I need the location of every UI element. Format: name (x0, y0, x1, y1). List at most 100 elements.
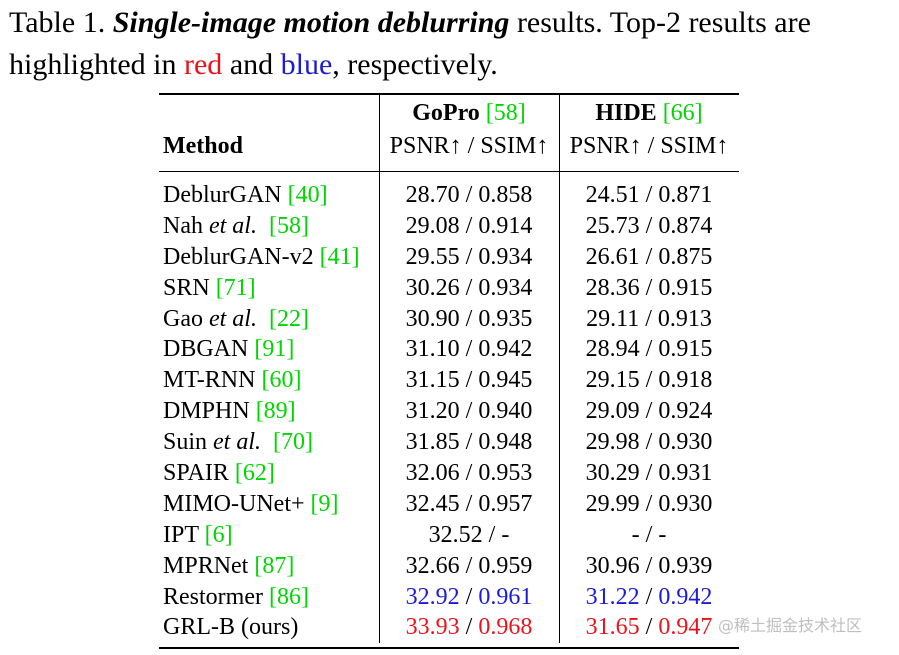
table-header: Method GoPro [58] PSNR↑ / SSIM↑ HIDE [66… (159, 95, 739, 171)
gopro-cell: 31.15 / 0.945 (405, 367, 533, 394)
hide-cell: 25.73 / 0.874 (585, 212, 713, 239)
hide-ssim: 0.942 (658, 583, 713, 610)
citation-ref: [70] (273, 429, 313, 456)
table-row: MIMO-UNet+ [9] 32.45 / 0.957 29.99 / 0.930 (159, 489, 739, 520)
method-cell: MPRNet [87] (163, 553, 294, 580)
gopro-ssim: 0.968 (478, 614, 533, 641)
table-row: Gao et al. [22] 30.90 / 0.935 29.11 / 0.91… (159, 304, 739, 335)
method-cell: Restormer [86] (163, 584, 309, 611)
caption-and: and (222, 48, 281, 81)
method-name: Restormer (163, 583, 269, 610)
hide-cell: 24.51 / 0.871 (585, 182, 713, 208)
table-row: DMPHN [89] 31.20 / 0.940 29.09 / 0.924 (159, 396, 739, 427)
citation-ref: [62] (234, 460, 275, 487)
table-row: SRN [71] 30.26 / 0.934 28.36 / 0.915 (159, 273, 739, 304)
method-name: DBGAN (163, 336, 255, 363)
gopro-cell: 32.92 / 0.961 (379, 584, 559, 611)
hide-ssim: 0.947 (658, 614, 713, 641)
hide-cell: 29.11 / 0.913 (586, 305, 712, 332)
hide-cell: 31.22 / 0.942 (559, 584, 739, 611)
hide-cell: 29.98 / 0.930 (585, 429, 713, 456)
gopro-cell: 32.45 / 0.957 (405, 490, 533, 517)
citation-ref: [91] (254, 336, 295, 363)
gopro-metric: PSNR↑ / SSIM↑ (389, 133, 549, 159)
method-cell: MT-RNN [60] (163, 367, 301, 394)
column-divider (559, 172, 560, 644)
column-divider (559, 95, 560, 171)
caption-red-word: red (184, 48, 223, 81)
method-cell: DMPHN [89] (163, 398, 296, 425)
gopro-ref: [58] (485, 100, 526, 126)
method-name: Nah (163, 212, 209, 239)
method-cell: GRL-B (ours) (163, 614, 299, 641)
gopro-cell: 29.08 / 0.914 (405, 212, 533, 239)
hide-cell: 29.09 / 0.924 (585, 398, 713, 425)
method-name: MPRNet (163, 552, 255, 579)
method-cell: Suin et al. [70] (163, 429, 313, 456)
gopro-name: GoPro (412, 100, 480, 126)
method-cell: SRN [71] (163, 275, 256, 302)
hide-metric: PSNR↑ / SSIM↑ (569, 133, 729, 159)
method-name: DMPHN (163, 398, 256, 425)
gopro-cell: 29.55 / 0.934 (405, 243, 533, 270)
citation-ref: [89] (255, 398, 296, 425)
gopro-cell: 32.52 / - (428, 521, 510, 548)
citation-ref: [60] (261, 367, 302, 394)
table-row: DBGAN [91] 31.10 / 0.942 28.94 / 0.915 (159, 334, 739, 365)
citation-ref: [6] (204, 521, 233, 548)
method-header: Method (163, 133, 243, 159)
method-name: MT-RNN (163, 367, 262, 394)
gopro-ssim: 0.961 (478, 583, 533, 610)
hide-header: HIDE [66] (559, 100, 739, 127)
method-cell: DBGAN [91] (163, 336, 294, 363)
caption-suffix: , respectively. (332, 48, 498, 81)
hide-cell: 29.15 / 0.918 (585, 367, 713, 394)
hide-name: HIDE (595, 100, 657, 126)
gopro-cell: 31.20 / 0.940 (405, 398, 533, 425)
method-cell: IPT [6] (163, 522, 233, 549)
method-etal: et al. (208, 305, 257, 332)
column-divider (379, 95, 380, 171)
citation-ref: [9] (310, 490, 339, 517)
method-name: Suin (163, 429, 214, 456)
caption-text: results. Top-2 results are highlighted i… (9, 6, 811, 81)
table-body: DeblurGAN [40] 28.70 / 0.858 24.51 / 0.871… (159, 172, 739, 644)
mid-rule (159, 171, 739, 172)
method-name: DeblurGAN (163, 182, 288, 208)
top-rule (159, 93, 739, 95)
hide-cell: 31.65 / 0.947 (559, 614, 739, 641)
citation-ref: [22] (268, 305, 309, 332)
gopro-cell: 32.66 / 0.959 (405, 552, 533, 579)
caption-blue-word: blue (280, 48, 333, 81)
hide-cell: 30.29 / 0.931 (585, 460, 713, 487)
hide-psnr: 31.65 (585, 614, 640, 641)
method-cell: DeblurGAN [40] (163, 182, 328, 209)
table-row: DeblurGAN [40] 28.70 / 0.858 24.51 / 0.871 (159, 180, 739, 211)
method-etal: et al. (208, 212, 257, 239)
table-row: DeblurGAN-v2 [41] 29.55 / 0.934 26.61 / 0.… (159, 242, 739, 273)
gopro-cell: 33.93 / 0.968 (379, 614, 559, 641)
method-name: MIMO-UNet+ (163, 490, 311, 517)
separator: / (639, 583, 659, 610)
method-name: IPT (163, 521, 205, 548)
citation-ref: [40] (287, 182, 328, 208)
method-name: DeblurGAN-v2 (163, 243, 320, 270)
citation-ref: [86] (268, 583, 309, 610)
method-cell: DeblurGAN-v2 [41] (163, 244, 360, 271)
separator: / (459, 614, 479, 641)
hide-cell: 28.94 / 0.915 (585, 336, 713, 363)
gopro-cell: 30.26 / 0.934 (405, 274, 533, 301)
gopro-psnr: 33.93 (405, 614, 460, 641)
method-etal: et al. (213, 429, 262, 456)
bottom-rule (159, 647, 739, 650)
gopro-cell: 32.06 / 0.953 (405, 460, 533, 487)
hide-cell: 28.36 / 0.915 (585, 274, 713, 301)
method-name: Gao (163, 305, 209, 332)
table-caption: Table 1. Single-image motion deblurring … (9, 2, 894, 86)
method-name: SPAIR (163, 460, 235, 487)
method-cell: Nah et al. [58] (163, 213, 309, 240)
gopro-cell: 30.90 / 0.935 (405, 305, 533, 332)
hide-ref: [66] (662, 100, 703, 126)
gopro-cell: 31.85 / 0.948 (405, 429, 533, 456)
hide-cell: 26.61 / 0.875 (585, 243, 713, 270)
